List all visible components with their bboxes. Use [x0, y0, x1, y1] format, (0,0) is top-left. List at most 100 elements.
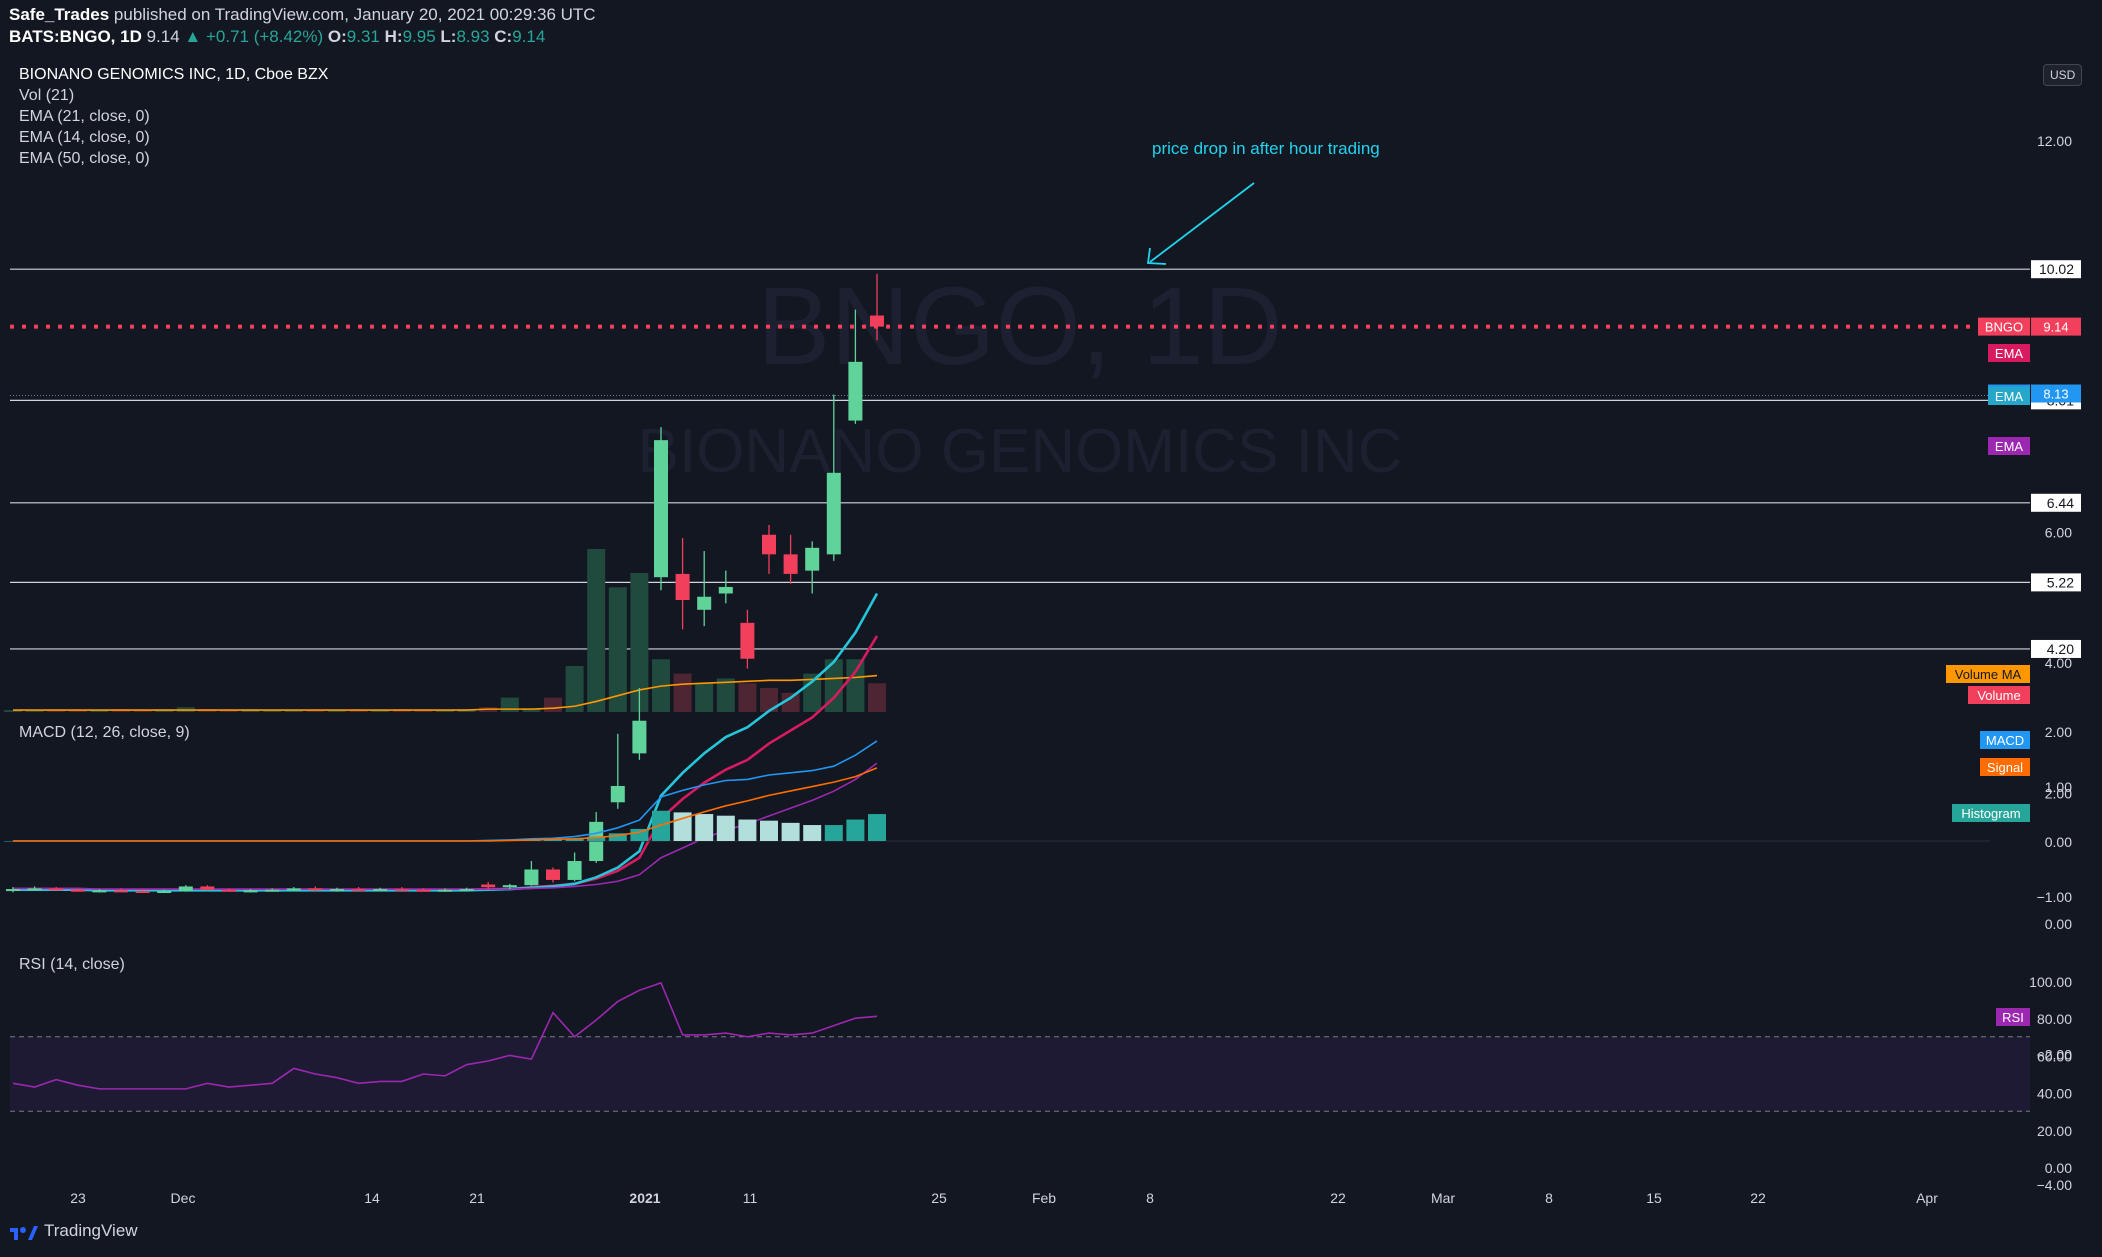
annotation-arrowhead: [1146, 247, 1167, 265]
price-axis: 12.006.004.002.000.00−2.00−4.002.001.000…: [1946, 133, 2081, 1193]
volume-bar: [328, 710, 346, 712]
volume-bar: [695, 683, 714, 712]
legend-ema50[interactable]: EMA (50, close, 0): [19, 150, 150, 167]
candle-body: [805, 547, 820, 571]
candle-body: [654, 440, 668, 578]
last-price: 9.14: [146, 27, 180, 46]
histogram-bar: [738, 819, 757, 841]
level-label: 10.02: [2039, 261, 2074, 277]
price-tick: 2.00: [2045, 786, 2072, 802]
candle-body: [697, 596, 712, 610]
rsi-tick: 60.00: [2037, 1048, 2072, 1064]
candle-body: [502, 885, 517, 888]
candle-body: [6, 889, 20, 892]
volume-bar: [565, 665, 584, 712]
open-value: 9.31: [346, 27, 380, 46]
candle-body: [718, 586, 733, 594]
candle-body: [438, 889, 452, 892]
candle-body: [330, 889, 344, 892]
symbol-label[interactable]: BATS:BNGO, 1D: [9, 27, 142, 46]
volume-bar: [716, 678, 735, 712]
candle-body: [567, 861, 582, 880]
legend-title[interactable]: BIONANO GENOMICS INC, 1D, Cboe BZX: [19, 66, 329, 83]
candle-body: [524, 869, 539, 886]
low-value: 8.93: [456, 27, 490, 46]
volume-bar: [544, 697, 562, 712]
legend-ema14[interactable]: EMA (14, close, 0): [19, 129, 150, 146]
histogram-bar: [695, 814, 714, 841]
signal-tag: Signal: [1987, 760, 2023, 775]
histogram-bar: [565, 838, 584, 841]
candle-body: [394, 889, 409, 892]
volume-ma-tag: Volume MA: [1955, 667, 2022, 682]
ema50-tag-box: [1988, 437, 2030, 455]
candle-body: [848, 361, 863, 421]
rsi-tick: 40.00: [2037, 1086, 2072, 1102]
ema14-tag: EMA: [1995, 389, 2024, 404]
legend-macd[interactable]: MACD (12, 26, close, 9): [19, 724, 190, 741]
ema21-tag: EMA: [1995, 346, 2024, 361]
candle-body: [92, 890, 107, 893]
volume-bar: [630, 572, 649, 712]
price-tick: 0.00: [2045, 916, 2072, 932]
author-name[interactable]: Safe_Trades: [9, 5, 110, 24]
volume-bar: [608, 587, 627, 712]
histogram-bar: [846, 819, 865, 841]
candle-body: [265, 889, 280, 892]
volume-bar: [47, 710, 66, 712]
histogram-bar: [630, 828, 649, 841]
time-tick: 14: [364, 1190, 380, 1206]
level-label-box: [2031, 260, 2081, 279]
rsi-band: [10, 1036, 2030, 1112]
ema21-line: [13, 635, 879, 892]
ema14-tag-box: [1988, 387, 2030, 405]
ohlc-line: BATS:BNGO, 1D 9.14 ▲ +0.71 (+8.42%) O:9.…: [9, 27, 545, 47]
volume-ma-line: [13, 674, 878, 711]
annotation[interactable]: price drop in after hour trading: [1146, 139, 1380, 265]
time-tick: Mar: [1431, 1190, 1455, 1206]
candle-body: [200, 886, 215, 890]
volume-bar: [846, 659, 865, 712]
bngo-price-tag-box: [2031, 317, 2081, 336]
legend-rsi[interactable]: RSI (14, close): [19, 956, 125, 973]
macd-tag-box: [1980, 731, 2030, 749]
histogram-bar: [544, 839, 562, 841]
volume-bar: [868, 683, 886, 712]
volume-bar: [90, 710, 109, 712]
candle-body: [740, 622, 755, 659]
volume-bar: [25, 710, 44, 712]
candle-body: [49, 888, 64, 891]
volume-bar: [760, 688, 778, 712]
high-label: H:: [384, 27, 403, 46]
volume-pane: [4, 549, 886, 712]
currency-button[interactable]: USD: [2043, 64, 2083, 86]
volume-tag: Volume: [1977, 688, 2020, 703]
volume-tag-box: [1968, 686, 2030, 704]
histogram-bar: [781, 822, 800, 841]
histogram-bar: [868, 814, 886, 841]
candle-body: [416, 889, 431, 892]
time-tick: 8: [1146, 1190, 1154, 1206]
candle-body: [826, 472, 841, 555]
time-tick: 15: [1646, 1190, 1662, 1206]
rsi-tag: RSI: [2002, 1010, 2024, 1025]
candle-body: [459, 889, 474, 892]
candle-body: [114, 890, 128, 893]
bngo-tag-box: [1978, 317, 2030, 336]
rsi-tag-box: [1996, 1008, 2030, 1026]
time-tick: 25: [931, 1190, 947, 1206]
close-label: C:: [494, 27, 513, 46]
price-tick: 6.00: [2045, 525, 2072, 541]
volume-bar: [522, 708, 541, 712]
legend-ema21[interactable]: EMA (21, close, 0): [19, 108, 150, 125]
footer-brand[interactable]: TradingView: [8, 1220, 138, 1242]
candle-body: [373, 889, 388, 892]
annotation-text: price drop in after hour trading: [1152, 139, 1380, 158]
macd-tick: 0.00: [2045, 834, 2072, 850]
close-value: 9.14: [512, 27, 546, 46]
volume-bar: [673, 673, 692, 712]
legend-volume[interactable]: Vol (21): [19, 87, 75, 104]
histogram-bar: [587, 836, 606, 841]
